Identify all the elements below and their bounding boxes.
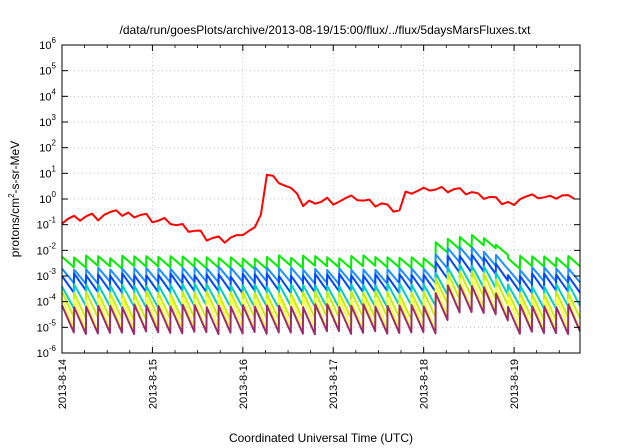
y-tick-label: 10-1 — [37, 216, 57, 232]
x-tick-label: 2013-8-15 — [147, 359, 159, 409]
y-tick-label: 103 — [39, 113, 56, 129]
x-tick-label: 2013-8-17 — [328, 359, 340, 409]
series-layer — [61, 173, 581, 336]
y-tick-label: 105 — [39, 62, 56, 78]
y-tick-label: 10-4 — [37, 293, 57, 309]
y-tick-label: 100 — [39, 190, 56, 206]
y-tick-label: 10-3 — [37, 267, 57, 283]
y-tick-label: 10-5 — [37, 318, 57, 334]
series-line-7 — [61, 277, 581, 333]
x-tick-label: 2013-8-14 — [57, 359, 69, 409]
x-tick-label: 2013-8-16 — [238, 359, 250, 409]
series-line-6 — [61, 270, 581, 322]
series-line-8 — [61, 284, 581, 336]
y-tick-labels: 10-6 10-5 10-4 10-3 10-2 10-1 100 101 102 103 104 1… — [37, 36, 57, 360]
y-axis-label: protons/cm2-s-sr-MeV — [7, 141, 22, 257]
y-tick-label: 102 — [39, 139, 56, 155]
axis-ticks — [61, 44, 580, 354]
series-line-2 — [61, 234, 581, 270]
y-tick-label: 104 — [39, 87, 56, 103]
x-tick-label: 2013-8-19 — [509, 359, 521, 409]
series-line-4 — [61, 253, 581, 295]
y-tick-label: 10-2 — [37, 241, 57, 257]
x-tick-label: 2013-8-18 — [419, 359, 431, 409]
y-tick-label: 10-6 — [37, 344, 57, 360]
x-tick-labels: 2013-8-14 2013-8-15 2013-8-16 2013-8-17 2013… — [57, 359, 521, 409]
y-tick-label: 106 — [39, 36, 56, 52]
chart-title: /data/run/goesPlots/archive/2013-08-19/1… — [120, 23, 532, 37]
x-axis-label: Coordinated Universal Time (UTC) — [229, 431, 413, 445]
y-tick-label: 101 — [39, 164, 56, 180]
series-line-1 — [61, 173, 575, 244]
series-line-3 — [61, 246, 581, 286]
series-line-5 — [61, 263, 581, 310]
